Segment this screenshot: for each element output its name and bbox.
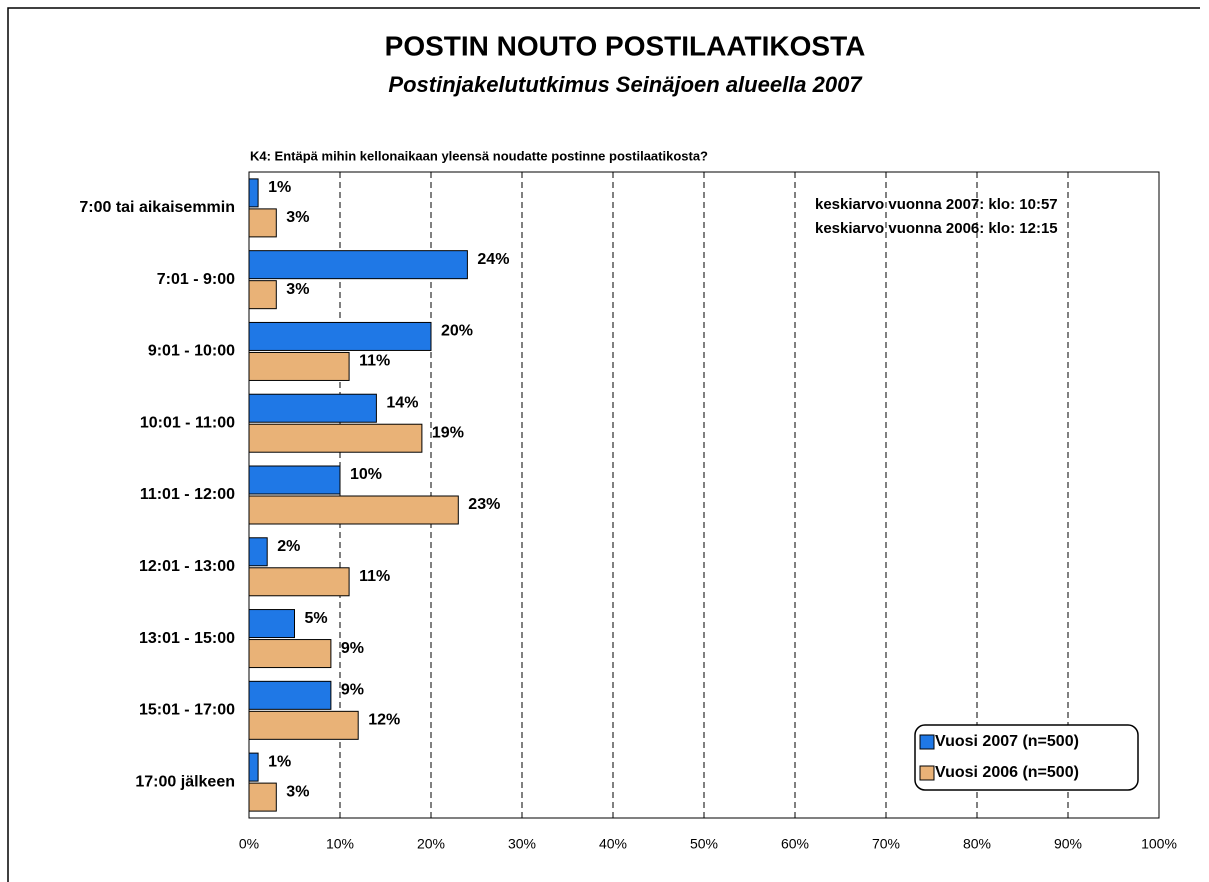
y-tick-label: 12:01 - 13:00	[139, 558, 235, 575]
bar	[248, 465, 341, 495]
x-tick-label: 0%	[239, 836, 259, 852]
value-label: 3%	[286, 281, 309, 298]
x-tick-label: 50%	[690, 836, 718, 852]
annotation: keskiarvo vuonna 2006: klo: 12:15	[815, 220, 1058, 237]
bar	[248, 537, 268, 567]
y-tick-label: 15:01 - 17:00	[139, 702, 235, 719]
value-label: 1%	[268, 753, 291, 770]
value-label: 10%	[350, 466, 382, 483]
value-label: 20%	[441, 323, 473, 340]
value-label: 9%	[341, 640, 364, 657]
x-tick-label: 70%	[872, 836, 900, 852]
bar	[248, 423, 423, 453]
bar	[248, 495, 459, 525]
bar	[248, 280, 277, 310]
value-label: 3%	[286, 783, 309, 800]
bar	[248, 178, 259, 208]
y-tick-label: 17:00 jälkeen	[135, 773, 235, 790]
legend-label: Vuosi 2006 (n=500)	[935, 764, 1079, 781]
bar	[248, 351, 350, 381]
value-label: 19%	[432, 424, 464, 441]
bar	[248, 208, 277, 238]
question: K4: Entäpä mihin kellonaikaan yleensä no…	[250, 148, 708, 163]
annotation: keskiarvo vuonna 2007: klo: 10:57	[815, 196, 1058, 213]
legend-swatch	[919, 734, 935, 750]
x-tick-label: 20%	[417, 836, 445, 852]
y-tick-label: 9:01 - 10:00	[148, 343, 235, 360]
value-label: 11%	[359, 568, 390, 585]
frame	[7, 7, 1200, 882]
value-label: 9%	[341, 682, 364, 699]
value-label: 24%	[477, 251, 509, 268]
bar	[248, 710, 359, 740]
y-tick-label: 11:01 - 12:00	[140, 486, 235, 503]
legend-box	[914, 724, 1139, 791]
value-label: 3%	[286, 209, 309, 226]
y-tick-label: 7:00 tai aikaisemmin	[79, 199, 235, 216]
value-label: 11%	[359, 353, 390, 370]
bar	[248, 321, 432, 351]
x-tick-label: 60%	[781, 836, 809, 852]
x-tick-label: 80%	[963, 836, 991, 852]
bar	[248, 639, 332, 669]
legend-label: Vuosi 2007 (n=500)	[935, 733, 1079, 750]
value-label: 1%	[268, 179, 291, 196]
bar	[248, 752, 259, 782]
value-label: 14%	[386, 394, 418, 411]
value-label: 2%	[277, 538, 300, 555]
y-tick-label: 7:01 - 9:00	[157, 271, 235, 288]
bar	[248, 680, 332, 710]
x-tick-label: 100%	[1141, 836, 1177, 852]
chart-title: POSTIN NOUTO POSTILAATIKOSTA	[385, 30, 866, 61]
y-tick-label: 10:01 - 11:00	[140, 414, 235, 431]
bar	[248, 250, 468, 280]
legend-swatch	[919, 765, 935, 781]
x-tick-label: 90%	[1054, 836, 1082, 852]
bar	[248, 567, 350, 597]
bar	[248, 393, 377, 423]
bar	[248, 782, 277, 812]
x-tick-label: 10%	[326, 836, 354, 852]
value-label: 23%	[468, 496, 500, 513]
value-label: 5%	[305, 610, 328, 627]
y-tick-label: 13:01 - 15:00	[139, 630, 235, 647]
chart-subtitle: Postinjakelututkimus Seinäjoen alueella …	[388, 72, 863, 97]
value-label: 12%	[368, 712, 400, 729]
x-tick-label: 40%	[599, 836, 627, 852]
x-tick-label: 30%	[508, 836, 536, 852]
bar	[248, 609, 295, 639]
